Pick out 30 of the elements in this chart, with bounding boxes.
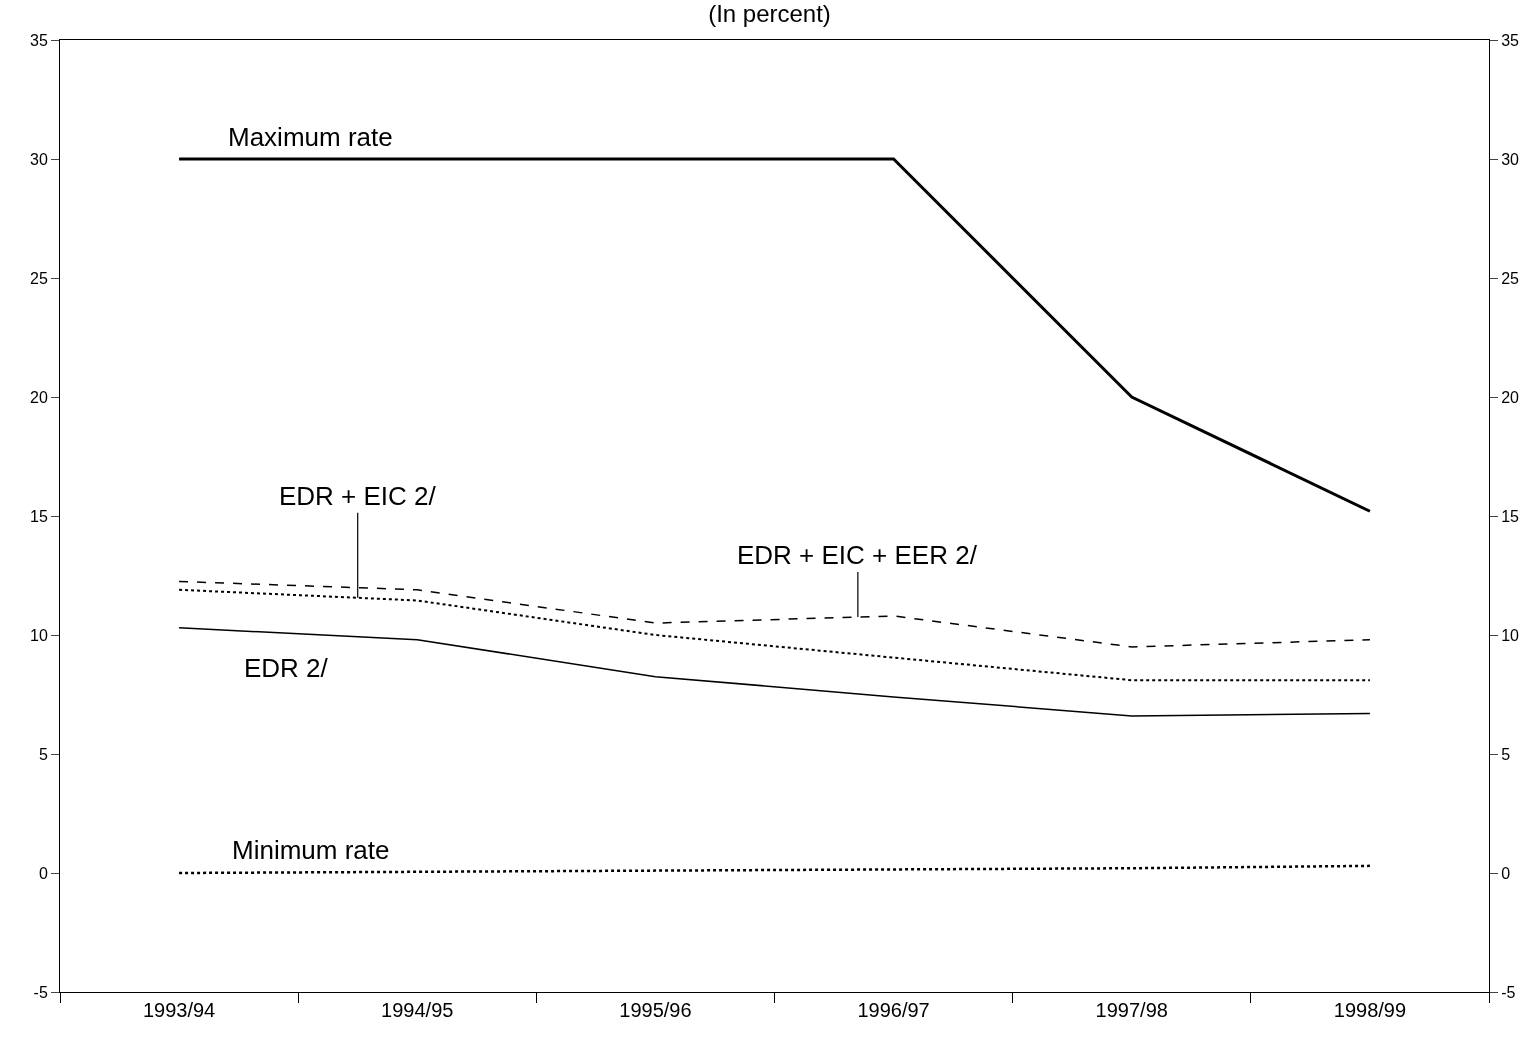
y2-tick-label: -5 (1501, 983, 1516, 1001)
x-tick-label: 1994/95 (381, 999, 454, 1021)
x-tick-label: 1993/94 (142, 999, 216, 1021)
series-label: Maximum rate (228, 122, 393, 152)
series-label: Minimum rate (232, 835, 390, 865)
y-tick-label: -5 (33, 983, 48, 1001)
y-tick-label: 15 (30, 507, 48, 525)
y-tick-label: 5 (38, 745, 48, 763)
y-tick-label: 10 (30, 626, 48, 644)
series-label: EDR 2/ (244, 653, 329, 683)
y-tick-label: 20 (30, 388, 48, 406)
y2-tick-label: 15 (1501, 507, 1520, 525)
y2-tick-label: 0 (1501, 864, 1511, 882)
y2-tick-label: 10 (1501, 626, 1520, 644)
text: EDR + EIC 2/ (279, 481, 437, 511)
series-label: EDR + EIC + EER 2/ (737, 540, 978, 570)
x-tick-label: 1997/98 (1095, 999, 1168, 1021)
y2-tick-label: 20 (1501, 388, 1520, 406)
y-tick-label: 0 (38, 864, 48, 882)
y2-tick-label: 30 (1501, 150, 1520, 168)
x-tick-label: 1998/99 (1333, 999, 1407, 1021)
y2-tick-label: 5 (1501, 745, 1511, 763)
x-tick-label: 1996/97 (857, 999, 930, 1021)
y2-tick-label: 35 (1501, 31, 1520, 49)
y-tick-label: 25 (30, 269, 48, 287)
chart-title: (In percent) (708, 0, 831, 28)
x-tick-label: 1995/96 (619, 999, 692, 1021)
y-tick-label: 30 (30, 150, 48, 168)
y-tick-label: 35 (30, 31, 48, 49)
y2-tick-label: 25 (1501, 269, 1520, 287)
